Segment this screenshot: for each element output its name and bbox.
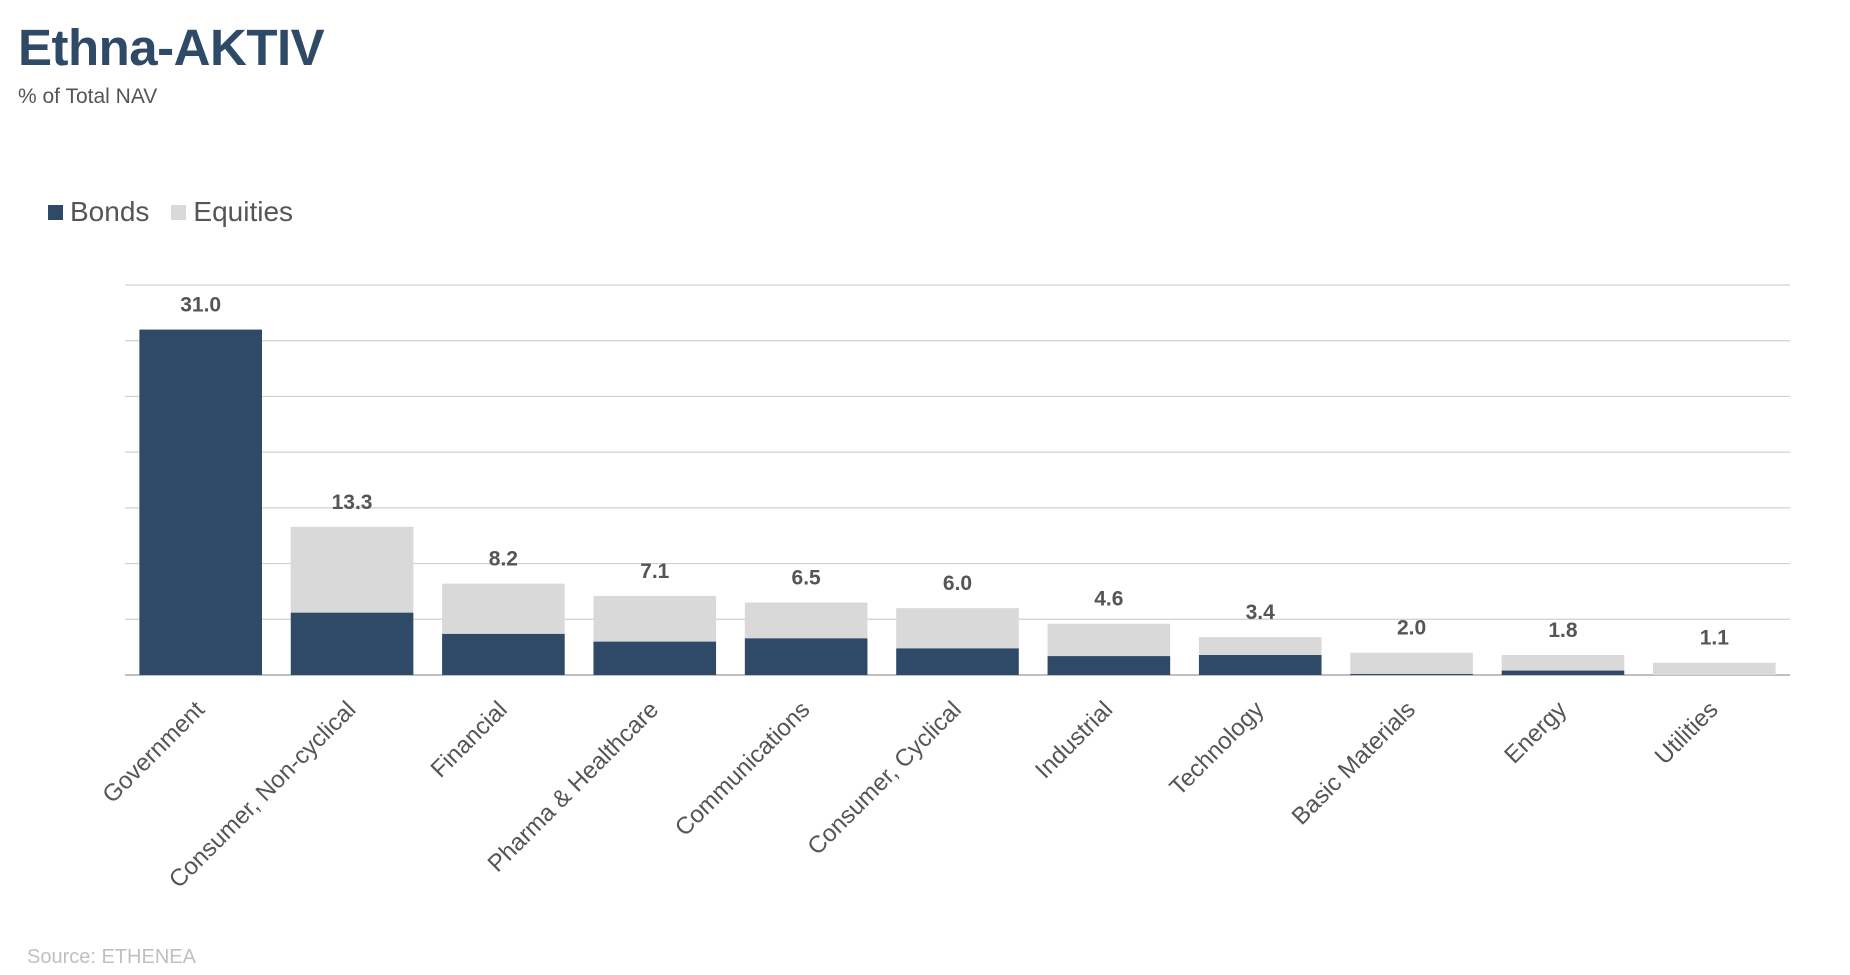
category-label: Government	[97, 696, 210, 809]
value-label: 6.5	[792, 567, 822, 590]
bar-equities	[1653, 662, 1776, 675]
category-label: Pharma & Healthcare	[483, 696, 664, 877]
bar-equities	[290, 526, 414, 613]
value-label: 2.0	[1397, 617, 1426, 640]
bar-bonds	[1501, 670, 1625, 675]
bar-bonds	[442, 633, 565, 675]
bar-bonds	[896, 648, 1019, 675]
legend-item-equities: Equities	[171, 196, 293, 228]
legend-item-bonds: Bonds	[48, 196, 149, 228]
value-label: 7.1	[640, 560, 670, 583]
value-label: 1.8	[1548, 619, 1578, 642]
bar-bonds	[593, 641, 717, 675]
bar-bonds	[1350, 673, 1473, 675]
category-label: Utilities	[1650, 696, 1724, 770]
bar-bonds	[1047, 656, 1171, 675]
bar-bonds	[290, 612, 414, 675]
bar-bonds	[1198, 654, 1322, 675]
bar-equities	[744, 602, 868, 639]
source-note: Source: ETHENEA	[27, 946, 196, 968]
value-label: 31.0	[180, 294, 221, 317]
value-label: 8.2	[489, 548, 518, 571]
value-label: 1.1	[1700, 627, 1730, 650]
category-label: Financial	[426, 696, 513, 783]
bar-bonds	[744, 638, 868, 675]
bar-equities	[1198, 637, 1322, 655]
bar-equities	[593, 595, 717, 642]
category-label: Communications	[670, 696, 815, 841]
legend-swatch-bonds	[48, 204, 63, 220]
category-label: Technology	[1165, 696, 1270, 801]
value-label: 6.0	[943, 572, 972, 595]
bar-equities	[1047, 623, 1171, 657]
legend: Bonds Equities	[48, 196, 315, 228]
chart-title: Ethna-AKTIV	[18, 19, 325, 76]
category-label: Industrial	[1030, 696, 1118, 784]
value-label: 13.3	[332, 491, 373, 514]
legend-label-bonds: Bonds	[70, 196, 150, 227]
bar-equities	[1350, 652, 1473, 674]
category-label: Energy	[1499, 696, 1572, 769]
value-label: 4.6	[1094, 588, 1123, 611]
legend-label-equities: Equities	[193, 196, 294, 227]
bar-equities	[1501, 654, 1625, 671]
bar-equities	[442, 583, 565, 634]
category-label: Consumer, Cyclical	[802, 696, 966, 860]
chart-subtitle: % of Total NAV	[18, 85, 158, 108]
bar-equities	[896, 608, 1019, 649]
bars	[139, 329, 1776, 675]
value-label: 3.4	[1246, 601, 1276, 624]
value-labels: 31.0 13.3 8.2 7.1 6.5 6.0 4.6 3.4 2.0 1.8 1.1	[180, 294, 1729, 650]
category-label: Basic Materials	[1287, 696, 1421, 830]
legend-swatch-equities	[171, 204, 187, 220]
bar-bonds	[139, 329, 262, 675]
